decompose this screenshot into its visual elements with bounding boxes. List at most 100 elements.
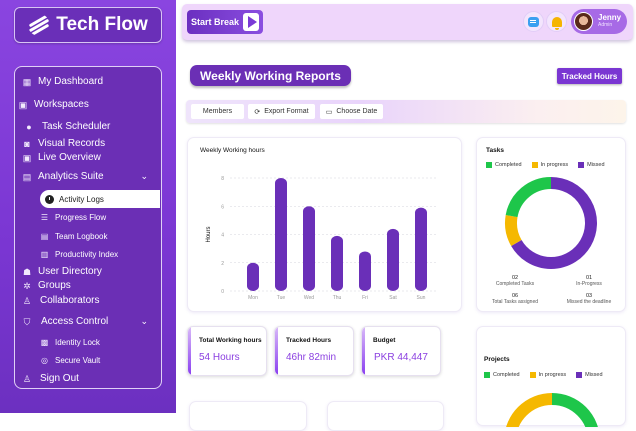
app-name: Tech Flow [56,14,148,35]
export-format-button[interactable]: ⟳ Export Format [248,104,315,119]
bar-tue[interactable] [275,178,287,291]
legend-missed: Missed [576,372,603,378]
shield-icon: ⛉ [23,316,31,327]
logo-icon [28,14,50,36]
sidebar-item-groups[interactable]: ✲ Groups [23,280,71,291]
bar-fri[interactable] [359,251,371,291]
donut-slice-missed[interactable] [511,177,597,269]
sidebar-item-user-directory[interactable]: ☗ User Directory [22,266,102,277]
sidebar-item-progress-flow[interactable]: ☰ Progress Flow [40,213,107,222]
sidebar-item-access-control[interactable]: ⛉ Access Control ⌄ [23,316,148,327]
list-icon: ☰ [40,213,49,222]
user-profile[interactable]: Jenny Admin [571,9,627,34]
dashboard-icon: ▦ [22,76,32,87]
projects-card: Projects Completed In progress Missed [476,326,626,427]
sidebar-item-visual-records[interactable]: ◙ Visual Records [22,138,105,149]
donut-slice-in-progress[interactable] [505,215,522,246]
tracked-hours-card: Tracked Hours 46hr 82min [274,326,354,376]
tasks-title: Tasks [486,147,504,154]
sidebar-item-productivity-index[interactable]: ▥ Productivity Index [40,250,119,259]
sidebar-nav [14,66,162,389]
start-break-button[interactable]: Start Break [187,10,263,34]
sidebar-item-activity-logs[interactable]: Activity Logs [40,190,160,208]
tasks-legend: Completed In progress Missed [486,162,605,168]
sidebar-item-workspaces[interactable]: ▣ Workspaces [18,99,89,110]
stat-value: PKR 44,447 [374,352,428,363]
play-icon [243,13,260,31]
bar-wed[interactable] [303,206,315,291]
vault-icon: ◎ [41,356,48,365]
sidebar-item-analytics-suite[interactable]: ▤ Analytics Suite ⌄ [22,171,148,182]
legend-swatch [486,162,492,168]
workspace-icon: ▣ [18,99,28,110]
camera-icon: ◙ [24,138,30,149]
live-icon: ▣ [22,152,32,163]
bottom-card-right [327,401,444,431]
stat-label: Tracked Hours [286,337,332,344]
sidebar-item-my-dashboard[interactable]: ▦ My Dashboard [22,76,104,87]
bar-sun[interactable] [415,207,427,291]
sidebar-item-live-overview[interactable]: ▣ Live Overview [22,152,101,163]
chevron-down-icon: ⌄ [140,316,148,326]
sidebar-item-task-scheduler[interactable]: ● Task Scheduler [24,121,110,132]
user-name: Jenny [598,13,622,22]
stat-value: 46hr 82min [286,352,337,363]
tasks-card: Tasks Completed In progress Missed 02 Com… [476,137,626,312]
stat-label: Total Working hours [199,337,262,344]
top-bar: Start Break Jenny Admin [182,4,633,40]
sidebar-item-team-logbook[interactable]: ▤ Team Logbook [40,232,108,241]
legend-completed: Completed [484,372,520,378]
filter-bar: Members ⟳ Export Format ▭ Choose Date [186,100,626,123]
tasks-donut-chart [505,177,597,269]
document-icon: ▤ [22,171,32,182]
y-tick-label: 0 [221,289,224,295]
legend-swatch [529,372,536,378]
bar-mon[interactable] [247,262,259,291]
total-working-hours-card: Total Working hours 54 Hours [187,326,267,376]
clock-icon [45,194,54,204]
refresh-icon: ⟳ [254,108,261,116]
choose-date-button[interactable]: ▭ Choose Date [320,104,383,119]
tracked-hours-button[interactable]: Tracked Hours [557,68,622,84]
members-filter-button[interactable]: Members [191,104,244,119]
sign-out-icon: ♙ [22,373,32,384]
notifications-button[interactable] [546,11,567,32]
donut-slice-completed[interactable] [505,177,552,218]
y-tick-label: 4 [221,233,224,239]
sidebar-item-secure-vault[interactable]: ◎ Secure Vault [41,356,101,365]
bar-sat[interactable] [387,228,399,291]
lock-icon: ▩ [40,338,49,347]
sidebar: Tech Flow ▦ My Dashboard ▣ Workspaces ● Tas… [0,0,176,413]
bottom-card-left [189,401,307,431]
y-tick-label: 2 [221,261,224,267]
users-icon: ☗ [22,266,32,277]
legend-missed: Missed [578,162,605,168]
bell-icon [551,16,562,30]
x-tick-label: Mon [248,295,258,301]
y-tick-label: 6 [221,204,224,210]
sidebar-item-identity-lock[interactable]: ▩ Identity Lock [40,338,100,347]
stat-value: 54 Hours [199,352,240,363]
bar-chart-icon: ▥ [40,250,49,259]
sidebar-item-sign-out[interactable]: ♙ Sign Out [22,373,79,384]
messages-button[interactable] [523,11,544,32]
budget-card: Budget PKR 44,447 [361,326,441,376]
legend-completed: Completed [486,162,522,168]
sidebar-item-collaborators[interactable]: ♙ Collaborators [22,295,100,306]
stat-label: Budget [373,337,396,344]
legend-in-progress: In progress [529,372,566,378]
projects-title: Projects [484,356,510,363]
in-progress-stat: 01 In-Progress [576,275,602,287]
projects-legend: Completed In progress Missed [484,372,603,378]
y-tick-label: 8 [221,176,224,182]
app-logo[interactable]: Tech Flow [14,7,162,43]
legend-swatch [531,162,538,168]
collaborators-icon: ♙ [22,295,32,306]
x-tick-label: Wed [304,295,314,301]
clipboard-icon: ▤ [40,232,49,241]
bar-thu[interactable] [331,235,343,291]
chat-icon [528,16,539,27]
y-axis-label: Hours [206,226,212,242]
completed-tasks-stat: 02 Completed Tasks [495,275,535,287]
legend-swatch [576,372,583,378]
